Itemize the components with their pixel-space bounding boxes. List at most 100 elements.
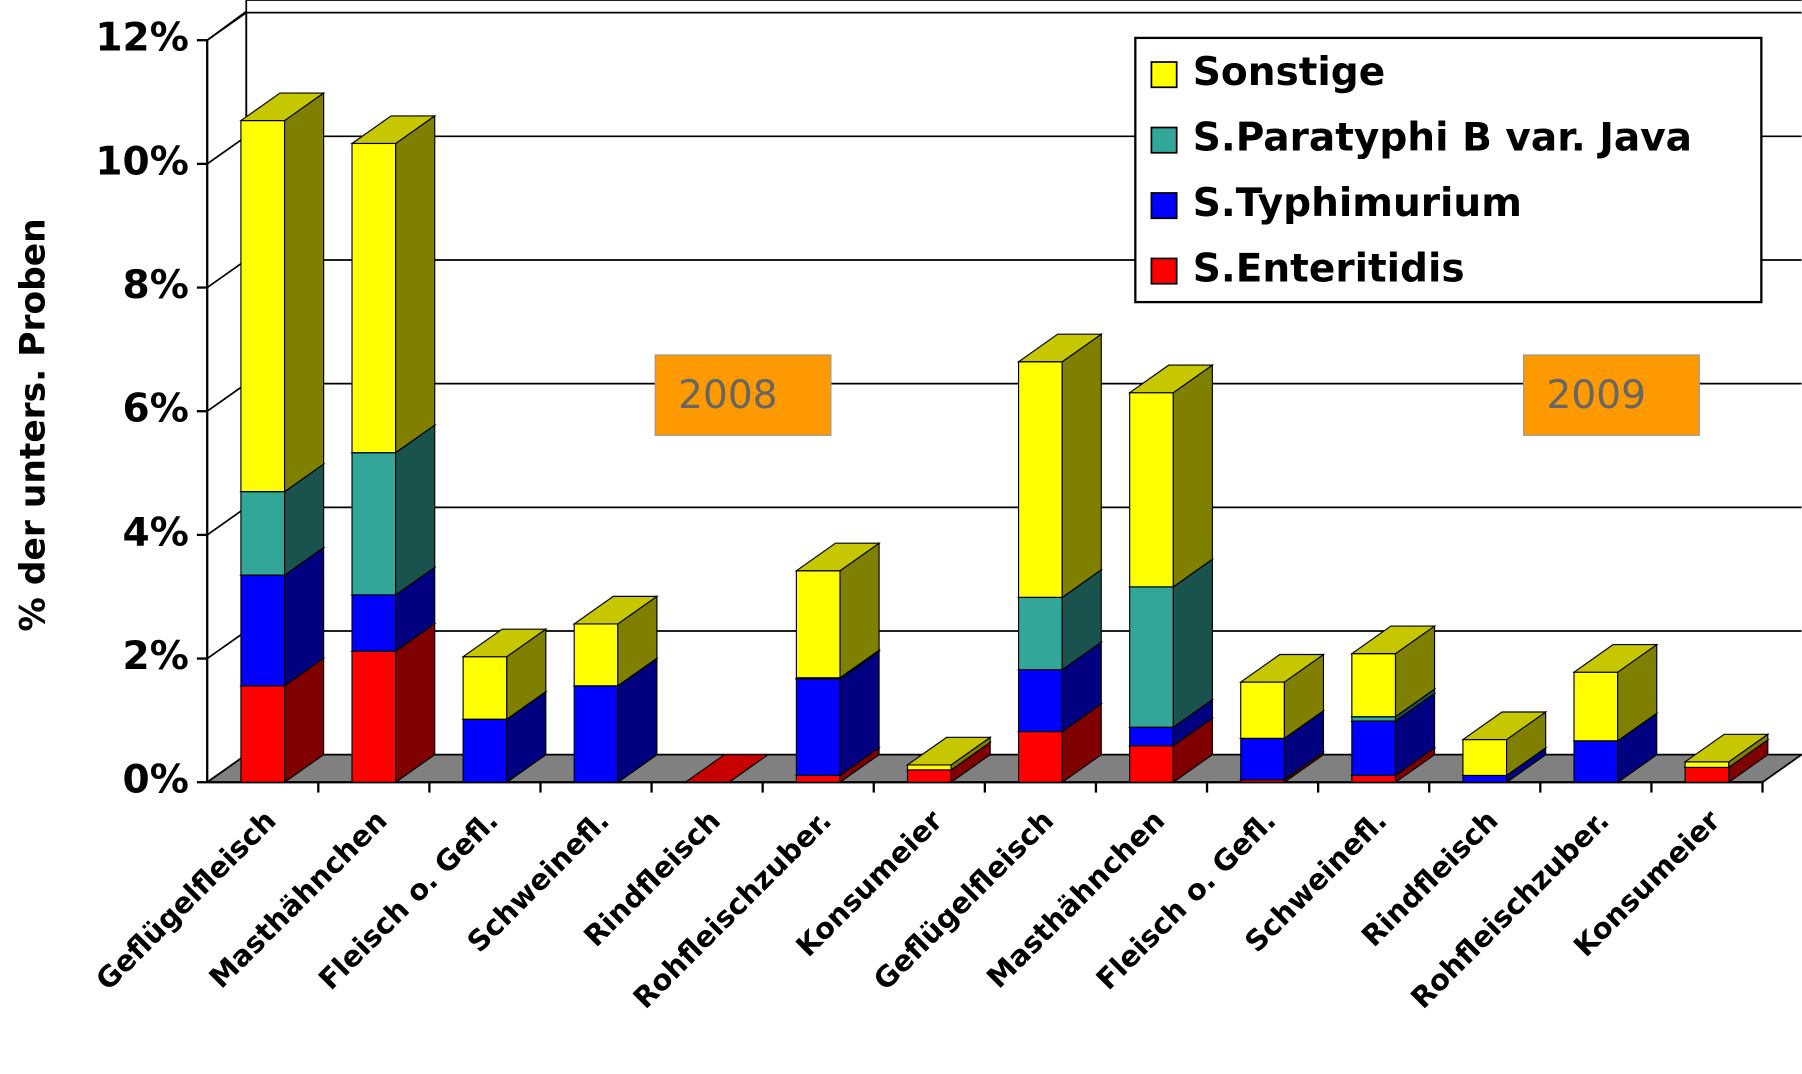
bar-top bbox=[1238, 653, 1326, 683]
annotation: 2008 bbox=[678, 373, 777, 418]
bar-segment bbox=[1017, 730, 1063, 783]
bar-segment bbox=[1129, 726, 1174, 747]
bar-segment bbox=[1017, 596, 1063, 671]
bar-top bbox=[794, 542, 881, 572]
bar-stack bbox=[350, 114, 437, 784]
bar-stack bbox=[1238, 653, 1326, 784]
legend-label: S.Typhimurium bbox=[1193, 181, 1522, 226]
grid-line bbox=[206, 11, 1802, 41]
bar-top bbox=[1350, 625, 1437, 655]
bar-stack bbox=[794, 542, 881, 784]
bar-top bbox=[239, 92, 326, 122]
bar-top bbox=[350, 115, 437, 145]
legend-label: S.Paratyphi B var. Java bbox=[1193, 116, 1692, 161]
bar-segment bbox=[1351, 774, 1397, 783]
bar-segment bbox=[906, 764, 952, 771]
bar-segment bbox=[240, 685, 286, 783]
bar-stack bbox=[683, 754, 770, 783]
legend-swatch bbox=[1150, 61, 1178, 89]
bar-stack bbox=[1572, 643, 1659, 784]
legend-label: Sonstige bbox=[1193, 50, 1385, 95]
legend-swatch bbox=[1150, 126, 1178, 154]
bar-segment bbox=[240, 120, 286, 493]
grid-line bbox=[206, 630, 1802, 660]
bar-segment bbox=[351, 452, 397, 596]
y-tick-label: 12% bbox=[95, 16, 188, 61]
y-tick-label: 4% bbox=[123, 510, 189, 555]
bar-segment bbox=[1684, 761, 1730, 768]
bar-segment bbox=[1017, 669, 1063, 733]
bar-segment bbox=[240, 574, 286, 687]
bar-segment bbox=[1240, 737, 1285, 781]
bar-segment bbox=[1462, 774, 1508, 783]
bar-top bbox=[1461, 711, 1548, 741]
bar-segment bbox=[1462, 738, 1508, 777]
y-axis-title: % der unters. Proben bbox=[13, 218, 53, 631]
bar-top bbox=[572, 595, 659, 625]
bar-segment bbox=[1129, 392, 1174, 588]
legend-swatch bbox=[1150, 192, 1178, 220]
bar-side bbox=[284, 91, 325, 493]
bar-top bbox=[905, 736, 992, 766]
annotation-box bbox=[654, 354, 832, 436]
bar-segment bbox=[1351, 720, 1397, 777]
bar-segment bbox=[573, 623, 619, 687]
y-tick-label: 8% bbox=[123, 263, 189, 308]
bar-segment bbox=[573, 685, 619, 783]
y-tick-label: 6% bbox=[123, 387, 189, 432]
bar-segment bbox=[1684, 766, 1730, 783]
bar-top bbox=[683, 754, 770, 783]
bar-segment bbox=[351, 142, 397, 454]
x-tick-label: Rohfleischzuber. bbox=[1404, 803, 1616, 1015]
grid-line bbox=[206, 506, 1802, 536]
bar-top bbox=[1683, 733, 1770, 763]
bar-segment bbox=[795, 570, 841, 679]
bar-stack bbox=[1016, 333, 1104, 784]
bar-top bbox=[1572, 644, 1659, 673]
legend-label: S.Enteritidis bbox=[1193, 247, 1465, 292]
bar-segment bbox=[1129, 586, 1174, 728]
bar-segment bbox=[906, 769, 952, 783]
x-tick-label: Geflügelfleisch bbox=[89, 803, 283, 997]
bar-top bbox=[1016, 333, 1104, 363]
bar-side bbox=[395, 114, 436, 454]
bar-stack bbox=[1350, 624, 1437, 784]
y-tick-label: 2% bbox=[123, 634, 189, 679]
bar-side bbox=[1061, 333, 1102, 599]
bar-segment bbox=[351, 650, 397, 783]
bar-stack bbox=[461, 628, 548, 784]
legend-box bbox=[1134, 36, 1763, 304]
x-tick-label: Rohfleischzuber. bbox=[626, 803, 838, 1015]
bar-top bbox=[461, 628, 548, 658]
bar-segment bbox=[1240, 681, 1285, 739]
bar-segment bbox=[240, 491, 286, 576]
bar-segment bbox=[462, 656, 508, 720]
bar-side bbox=[1172, 558, 1213, 729]
bar-side bbox=[1172, 363, 1213, 588]
bar-segment bbox=[1351, 653, 1397, 718]
bar-top bbox=[1127, 364, 1215, 394]
bar-stack bbox=[239, 91, 326, 784]
floor bbox=[204, 753, 1802, 784]
bar-segment bbox=[462, 718, 508, 783]
bar-stack bbox=[1461, 710, 1548, 784]
bar-segment bbox=[1129, 745, 1174, 783]
annotation-box bbox=[1523, 354, 1700, 436]
y-tick-label: 10% bbox=[95, 139, 188, 184]
bar-stack bbox=[1127, 363, 1215, 784]
bar-segment bbox=[1573, 740, 1619, 783]
bar-stack bbox=[905, 736, 992, 784]
bar-stack bbox=[1683, 733, 1770, 784]
bar-segment bbox=[351, 594, 397, 652]
bar-segment bbox=[1573, 671, 1619, 742]
bar-segment bbox=[795, 774, 841, 783]
bar-side bbox=[395, 423, 436, 596]
bar-segment bbox=[1351, 716, 1397, 722]
annotation: 2009 bbox=[1547, 373, 1646, 418]
bar-segment bbox=[795, 678, 841, 777]
bar-segment bbox=[1017, 361, 1063, 598]
y-tick-label: 0% bbox=[123, 758, 189, 803]
legend-swatch bbox=[1150, 257, 1178, 285]
bar-stack bbox=[572, 595, 659, 784]
